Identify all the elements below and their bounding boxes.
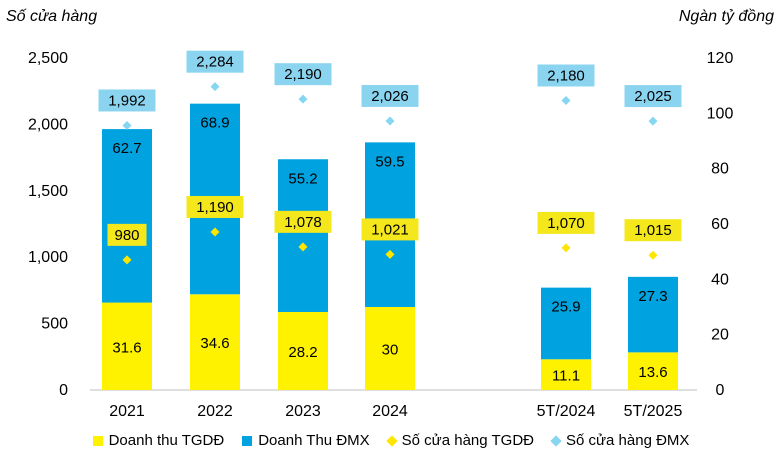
right-axis-tick-label: 60 [711, 216, 729, 233]
marker-tgdd-stores [385, 249, 395, 259]
data-label-box-dmx-stores [98, 89, 156, 112]
marker-dmx-stores [298, 94, 308, 104]
legend: Doanh thu TGDĐ Doanh Thu ĐMX Số cửa hàng… [0, 432, 782, 449]
data-label-dmx-revenue: 59.5 [375, 153, 404, 170]
data-label-dmx-stores: 2,025 [634, 88, 672, 105]
bar-dmx-revenue [628, 276, 678, 353]
x-axis-tick-label: 2022 [197, 403, 233, 420]
data-label-tgdd-stores: 1,015 [634, 222, 672, 239]
right-axis-title: Ngàn tỷ đồng [678, 8, 774, 25]
marker-tgdd-stores [648, 250, 658, 260]
marker-dmx-stores [648, 116, 658, 126]
right-axis-tick-label: 80 [711, 161, 729, 178]
right-axis-tick-label: 120 [707, 50, 734, 67]
data-label-box-dmx-stores [537, 64, 595, 87]
data-label-dmx-stores: 2,026 [371, 88, 409, 105]
marker-dmx-stores [210, 82, 220, 92]
x-axis-tick-label: 2023 [285, 403, 321, 420]
legend-item-tgdd-stores: Số cửa hàng TGDĐ [385, 432, 534, 449]
legend-swatch-dmx-revenue [242, 435, 253, 446]
right-axis-tick-label: 20 [711, 327, 729, 344]
right-axis-tick-label: 100 [707, 105, 734, 122]
bar-tgdd-revenue [541, 359, 591, 390]
left-axis-tick-label: 1,500 [28, 183, 68, 200]
data-label-box-tgdd-stores [274, 210, 332, 233]
legend-swatch-tgdd-revenue [92, 435, 103, 446]
data-label-tgdd-revenue: 34.6 [200, 335, 229, 352]
data-label-dmx-revenue: 62.7 [112, 140, 141, 157]
combo-chart: 0 500 1,000 1,500 2,000 2,500 0 20 40 60 80 100 120 2… [28, 50, 734, 420]
data-label-box-tgdd-stores [624, 219, 682, 242]
data-label-box-tgdd-stores [186, 195, 244, 218]
data-label-box-dmx-stores [186, 50, 244, 73]
data-label-dmx-stores: 2,180 [547, 67, 585, 84]
legend-label: Số cửa hàng ĐMX [565, 432, 690, 449]
marker-dmx-stores [122, 120, 132, 130]
x-axis-tick-label: 5T/2024 [537, 403, 596, 420]
bar-tgdd-revenue [278, 311, 328, 390]
left-axis-tick-label: 500 [41, 316, 68, 333]
data-label-dmx-revenue: 25.9 [551, 299, 580, 316]
data-label-box-tgdd-stores [361, 218, 419, 241]
x-axis-tick-label: 2021 [109, 403, 145, 420]
data-label-tgdd-stores: 1,021 [371, 221, 409, 238]
data-label-tgdd-revenue: 31.6 [112, 339, 141, 356]
bar-tgdd-revenue [102, 302, 152, 390]
data-label-tgdd-revenue: 13.6 [638, 364, 667, 381]
legend-label: Doanh thu TGDĐ [108, 432, 225, 449]
left-axis-tick-label: 2,000 [28, 116, 68, 133]
data-label-box-tgdd-stores [537, 211, 595, 234]
bar-dmx-revenue [541, 287, 591, 360]
data-label-tgdd-revenue: 28.2 [288, 344, 317, 361]
data-label-tgdd-stores: 1,070 [547, 215, 585, 232]
right-axis-tick-label: 40 [711, 271, 729, 288]
data-label-dmx-revenue: 27.3 [638, 288, 667, 305]
marker-tgdd-stores [561, 243, 571, 253]
marker-tgdd-stores [122, 255, 132, 265]
bar-dmx-revenue [102, 129, 152, 303]
left-axis-tick-label: 2,500 [28, 50, 68, 67]
legend-item-dmx-revenue: Doanh Thu ĐMX [242, 432, 370, 449]
marker-dmx-stores [561, 95, 571, 105]
marker-tgdd-stores [298, 242, 308, 252]
left-axis-title: Số cửa hàng [6, 8, 98, 25]
data-label-box-dmx-stores [361, 84, 419, 107]
data-label-dmx-revenue: 68.9 [200, 115, 229, 132]
data-label-box-tgdd-stores [107, 223, 147, 246]
marker-tgdd-stores [210, 227, 220, 237]
legend-item-tgdd-revenue: Doanh thu TGDĐ [92, 432, 225, 449]
data-label-tgdd-stores: 1,190 [196, 199, 234, 216]
data-label-tgdd-revenue: 30 [382, 342, 399, 359]
bar-tgdd-revenue [628, 352, 678, 390]
bar-tgdd-revenue [190, 294, 240, 390]
left-axis-tick-label: 1,000 [28, 249, 68, 266]
data-label-box-dmx-stores [274, 63, 332, 86]
data-label-tgdd-stores: 980 [114, 227, 139, 244]
data-label-dmx-stores: 2,190 [284, 66, 322, 83]
legend-swatch-tgdd-stores [385, 434, 398, 447]
x-axis-tick-label: 2024 [372, 403, 408, 420]
data-label-dmx-stores: 1,992 [108, 92, 146, 109]
legend-item-dmx-stores: Số cửa hàng ĐMX [550, 432, 690, 449]
data-label-tgdd-stores: 1,078 [284, 214, 322, 231]
right-axis-tick-label: 0 [716, 382, 725, 399]
marker-dmx-stores [385, 116, 395, 126]
data-label-dmx-revenue: 55.2 [288, 170, 317, 187]
legend-swatch-dmx-stores [550, 434, 562, 447]
data-label-box-dmx-stores [624, 85, 682, 108]
left-axis-tick-label: 0 [59, 382, 68, 399]
data-label-dmx-stores: 2,284 [196, 54, 234, 71]
bar-tgdd-revenue [365, 307, 415, 390]
data-label-tgdd-revenue: 11.1 [552, 368, 580, 385]
bar-dmx-revenue [278, 159, 328, 312]
x-axis-tick-label: 5T/2025 [624, 403, 683, 420]
legend-label: Số cửa hàng TGDĐ [401, 432, 534, 449]
legend-label: Doanh Thu ĐMX [258, 432, 370, 449]
